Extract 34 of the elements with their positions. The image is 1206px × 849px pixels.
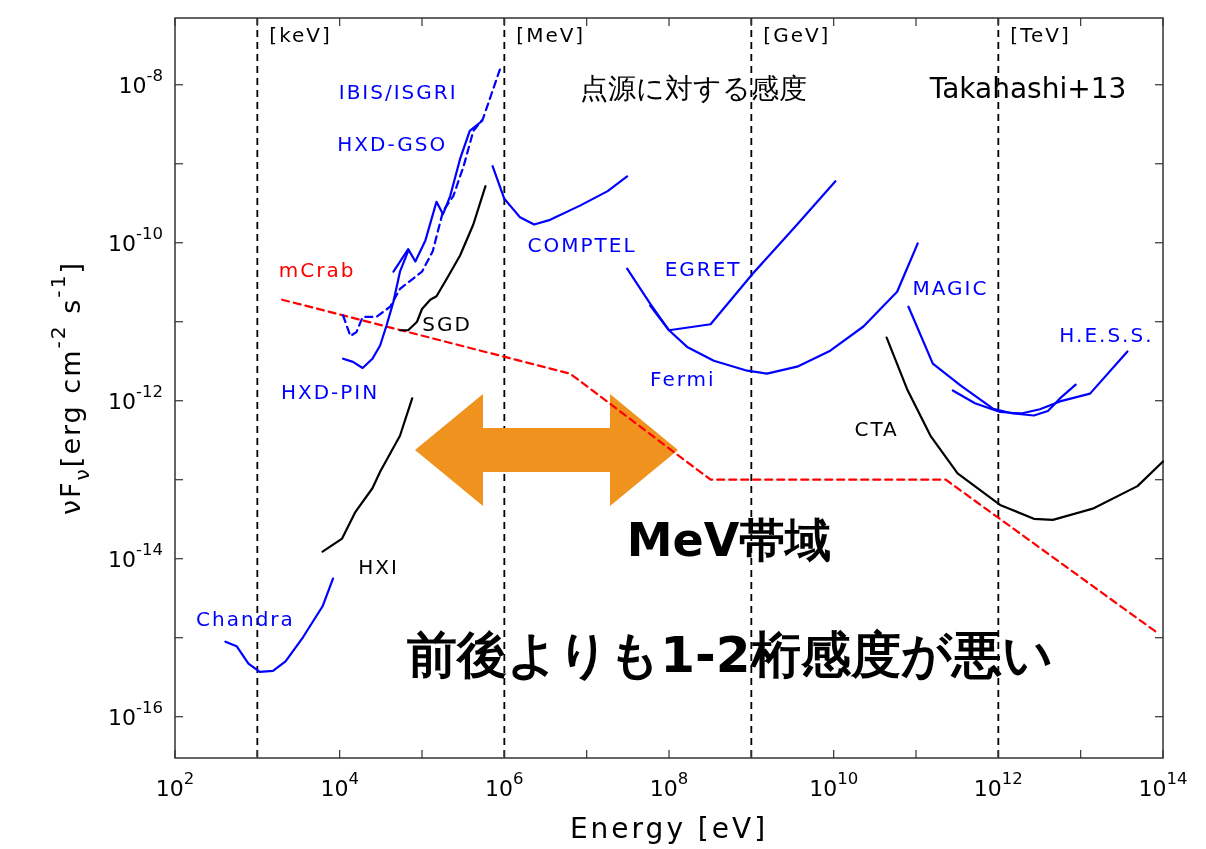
- annotation: 点源に対する感度: [579, 71, 807, 105]
- y-tick-label: 10$^{-12}$: [108, 381, 163, 414]
- series-label: HXD-PIN: [280, 379, 380, 404]
- y-tick-label: 10$^{-8}$: [118, 65, 163, 98]
- annotation: MeV帯域: [626, 513, 832, 567]
- series-label: SGD: [422, 311, 472, 336]
- series-label: Fermi: [649, 366, 716, 391]
- x-tick-label: 10$^{10}$: [809, 769, 859, 801]
- series-label: mCrab: [278, 257, 356, 282]
- series-label: HXI: [358, 554, 399, 579]
- series-label: H.E.S.S.: [1059, 323, 1154, 348]
- ref-line-label: [MeV]: [516, 23, 586, 47]
- annotation: Takahashi+13: [928, 71, 1127, 105]
- x-tick-label: 10$^{14}$: [1138, 769, 1188, 801]
- x-tick-label: 10$^{6}$: [485, 769, 524, 801]
- series-label: CTA: [854, 416, 899, 441]
- x-axis-title: Energy [eV]: [569, 811, 769, 845]
- series-label: Chandra: [196, 606, 295, 631]
- series-label: EGRET: [664, 256, 742, 281]
- x-tick-label: 10$^{8}$: [649, 769, 689, 801]
- ref-line-label: [TeV]: [1010, 23, 1071, 47]
- y-tick-label: 10$^{-14}$: [108, 539, 163, 572]
- y-tick-label: 10$^{-10}$: [108, 223, 163, 256]
- x-tick-label: 10$^{4}$: [320, 769, 359, 801]
- annotation: 前後よりも1-2桁感度が悪い: [407, 626, 1053, 684]
- series-label: IBIS/ISGRI: [338, 79, 458, 104]
- series-label: HXD-GSO: [337, 131, 448, 156]
- x-tick-label: 10$^{2}$: [155, 769, 195, 801]
- ref-line-label: [GeV]: [763, 23, 831, 47]
- x-tick-label: 10$^{12}$: [973, 769, 1023, 801]
- ref-line-label: [keV]: [269, 23, 332, 47]
- y-tick-label: 10$^{-16}$: [108, 697, 163, 730]
- series-label: COMPTEL: [527, 232, 637, 257]
- series-label: MAGIC: [912, 275, 989, 300]
